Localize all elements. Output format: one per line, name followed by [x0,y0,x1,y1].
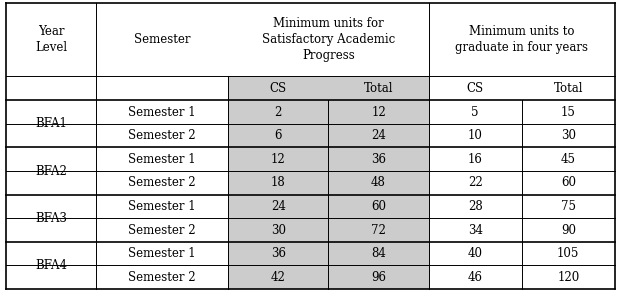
Bar [428,218,615,242]
Text: Semester 2: Semester 2 [128,224,196,237]
Text: 96: 96 [371,271,386,284]
Text: Total: Total [553,81,583,95]
Text: 105: 105 [557,247,579,260]
Bar [428,147,615,171]
Text: BFA1: BFA1 [35,117,67,130]
Text: 36: 36 [271,247,286,260]
Text: 10: 10 [468,129,483,142]
Text: 24: 24 [271,200,286,213]
Bar [428,195,615,218]
Text: 90: 90 [561,224,576,237]
Text: 28: 28 [468,200,483,213]
Text: Year
Level: Year Level [35,25,67,54]
Text: 30: 30 [561,129,576,142]
Bar [6,265,228,289]
Text: Semester 1: Semester 1 [128,153,196,166]
Text: 22: 22 [468,176,483,189]
Text: 60: 60 [371,200,386,213]
Text: 45: 45 [561,153,576,166]
Text: Semester 2: Semester 2 [128,129,196,142]
Text: 34: 34 [468,224,483,237]
Text: Total: Total [364,81,393,95]
Text: 24: 24 [371,129,386,142]
Bar [228,124,428,147]
Bar [228,195,428,218]
Text: CS: CS [466,81,484,95]
Text: 40: 40 [468,247,483,260]
Bar [228,171,428,195]
Bar [6,147,228,171]
Bar [6,124,228,147]
Bar [6,100,228,124]
Text: 84: 84 [371,247,386,260]
Text: BFA2: BFA2 [35,164,67,178]
Text: 12: 12 [371,105,386,119]
Bar [428,76,615,100]
Bar [428,100,615,124]
Bar [6,218,228,242]
Bar [228,265,428,289]
Bar [228,218,428,242]
Bar [6,195,228,218]
Text: 60: 60 [561,176,576,189]
Bar [428,265,615,289]
Text: 36: 36 [371,153,386,166]
Bar [428,242,615,265]
Text: 5: 5 [471,105,479,119]
Bar [6,76,228,100]
Text: Semester 1: Semester 1 [128,200,196,213]
Text: Semester 1: Semester 1 [128,247,196,260]
Bar [6,3,615,76]
Bar [428,171,615,195]
Text: 42: 42 [271,271,286,284]
Text: 48: 48 [371,176,386,189]
Text: 6: 6 [274,129,282,142]
Text: Semester 1: Semester 1 [128,105,196,119]
Text: 120: 120 [557,271,579,284]
Text: BFA4: BFA4 [35,259,67,272]
Bar [6,171,228,195]
Text: 16: 16 [468,153,483,166]
Text: BFA3: BFA3 [35,212,67,225]
Text: Minimum units for
Satisfactory Academic
Progress: Minimum units for Satisfactory Academic … [262,17,395,62]
Text: CS: CS [270,81,287,95]
Text: Semester: Semester [134,33,190,46]
Bar [6,242,228,265]
Text: 72: 72 [371,224,386,237]
Bar [428,124,615,147]
Text: 46: 46 [468,271,483,284]
Text: 18: 18 [271,176,286,189]
Bar [228,242,428,265]
Bar [228,100,428,124]
Text: Minimum units to
graduate in four years: Minimum units to graduate in four years [455,25,588,54]
Text: 12: 12 [271,153,286,166]
Bar [228,147,428,171]
Text: 15: 15 [561,105,576,119]
Text: 30: 30 [271,224,286,237]
Text: 75: 75 [561,200,576,213]
Text: Semester 2: Semester 2 [128,176,196,189]
Text: Semester 2: Semester 2 [128,271,196,284]
Text: 2: 2 [274,105,282,119]
Bar [228,76,428,100]
